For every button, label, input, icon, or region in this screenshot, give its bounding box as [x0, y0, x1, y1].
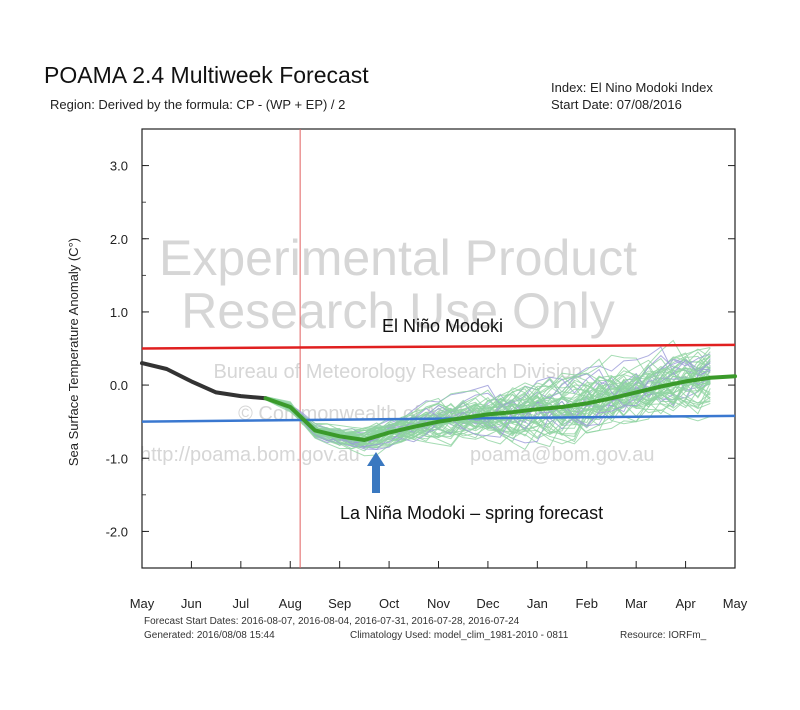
y-tick-label: 0.0 — [110, 378, 128, 393]
x-tick-label: Mar — [625, 596, 648, 611]
forecast-start-dates: Forecast Start Dates: 2016-08-07, 2016-0… — [144, 616, 520, 627]
resource-label: Resource: IORFm_ — [620, 630, 707, 641]
observed-line — [140, 361, 268, 401]
region-subtitle: Region: Derived by the formula: CP - (WP… — [50, 97, 346, 112]
ensemble-member-line — [265, 354, 711, 450]
x-tick-label: Sep — [328, 596, 351, 611]
ensemble-member-line — [265, 372, 711, 444]
x-tick-label: Apr — [675, 596, 696, 611]
watermark-line3: Bureau of Meteorology Research Division — [213, 361, 582, 383]
ensemble-member-line — [265, 347, 711, 446]
climatology-label: Climatology Used: model_clim_1981-2010 -… — [350, 630, 569, 641]
y-tick-label: 3.0 — [110, 159, 128, 174]
chart-title: POAMA 2.4 Multiweek Forecast — [44, 62, 369, 88]
ensemble-member-line — [265, 356, 711, 440]
ensemble-mean-line — [263, 374, 737, 442]
watermark-line2: Research Use Only — [181, 283, 615, 339]
watermark-line6: poama@bom.gov.au — [470, 444, 654, 466]
x-tick-label: May — [723, 596, 748, 611]
la-nina-threshold-line — [141, 414, 736, 423]
generated-timestamp: Generated: 2016/08/08 15:44 — [144, 630, 275, 641]
y-tick-label: -1.0 — [106, 451, 128, 466]
x-tick-label: Jul — [233, 596, 250, 611]
y-axis: 3.0 2.0 1.0 0.0 -1.0 -2.0 — [106, 128, 735, 569]
x-tick-label: Nov — [427, 596, 451, 611]
x-tick-label: Jan — [527, 596, 548, 611]
y-tick-label: 2.0 — [110, 232, 128, 247]
x-tick-label: Feb — [576, 596, 598, 611]
x-tick-label: Aug — [279, 596, 302, 611]
ensemble-members — [265, 339, 711, 457]
index-label: Index: El Nino Modoki Index — [551, 80, 713, 95]
x-tick-label: Dec — [476, 596, 500, 611]
el-nino-threshold-line — [141, 343, 736, 350]
annotation-arrow — [367, 452, 385, 493]
y-tick-label: 1.0 — [110, 305, 128, 320]
watermark-line1: Experimental Product — [159, 230, 637, 286]
y-tick-label: -2.0 — [106, 524, 128, 539]
y-axis-label: Sea Surface Temperature Anomaly (C°) — [66, 238, 81, 466]
ensemble-member-line — [265, 372, 711, 439]
el-nino-annotation: El Niño Modoki — [382, 316, 503, 336]
series-lines — [140, 361, 737, 442]
ensemble-member-line — [265, 388, 711, 452]
reference-lines — [141, 343, 736, 423]
la-nina-annotation: La Niña Modoki – spring forecast — [340, 503, 603, 523]
watermark-line5: http://poama.bom.gov.au — [140, 444, 360, 466]
x-tick-label: Oct — [379, 596, 400, 611]
watermark: Experimental Product Research Use Only B… — [140, 230, 654, 466]
start-date-label: Start Date: 07/08/2016 — [551, 97, 682, 112]
x-tick-label: Jun — [181, 596, 202, 611]
x-tick-label: May — [130, 596, 155, 611]
ensemble-member-line — [265, 358, 711, 449]
